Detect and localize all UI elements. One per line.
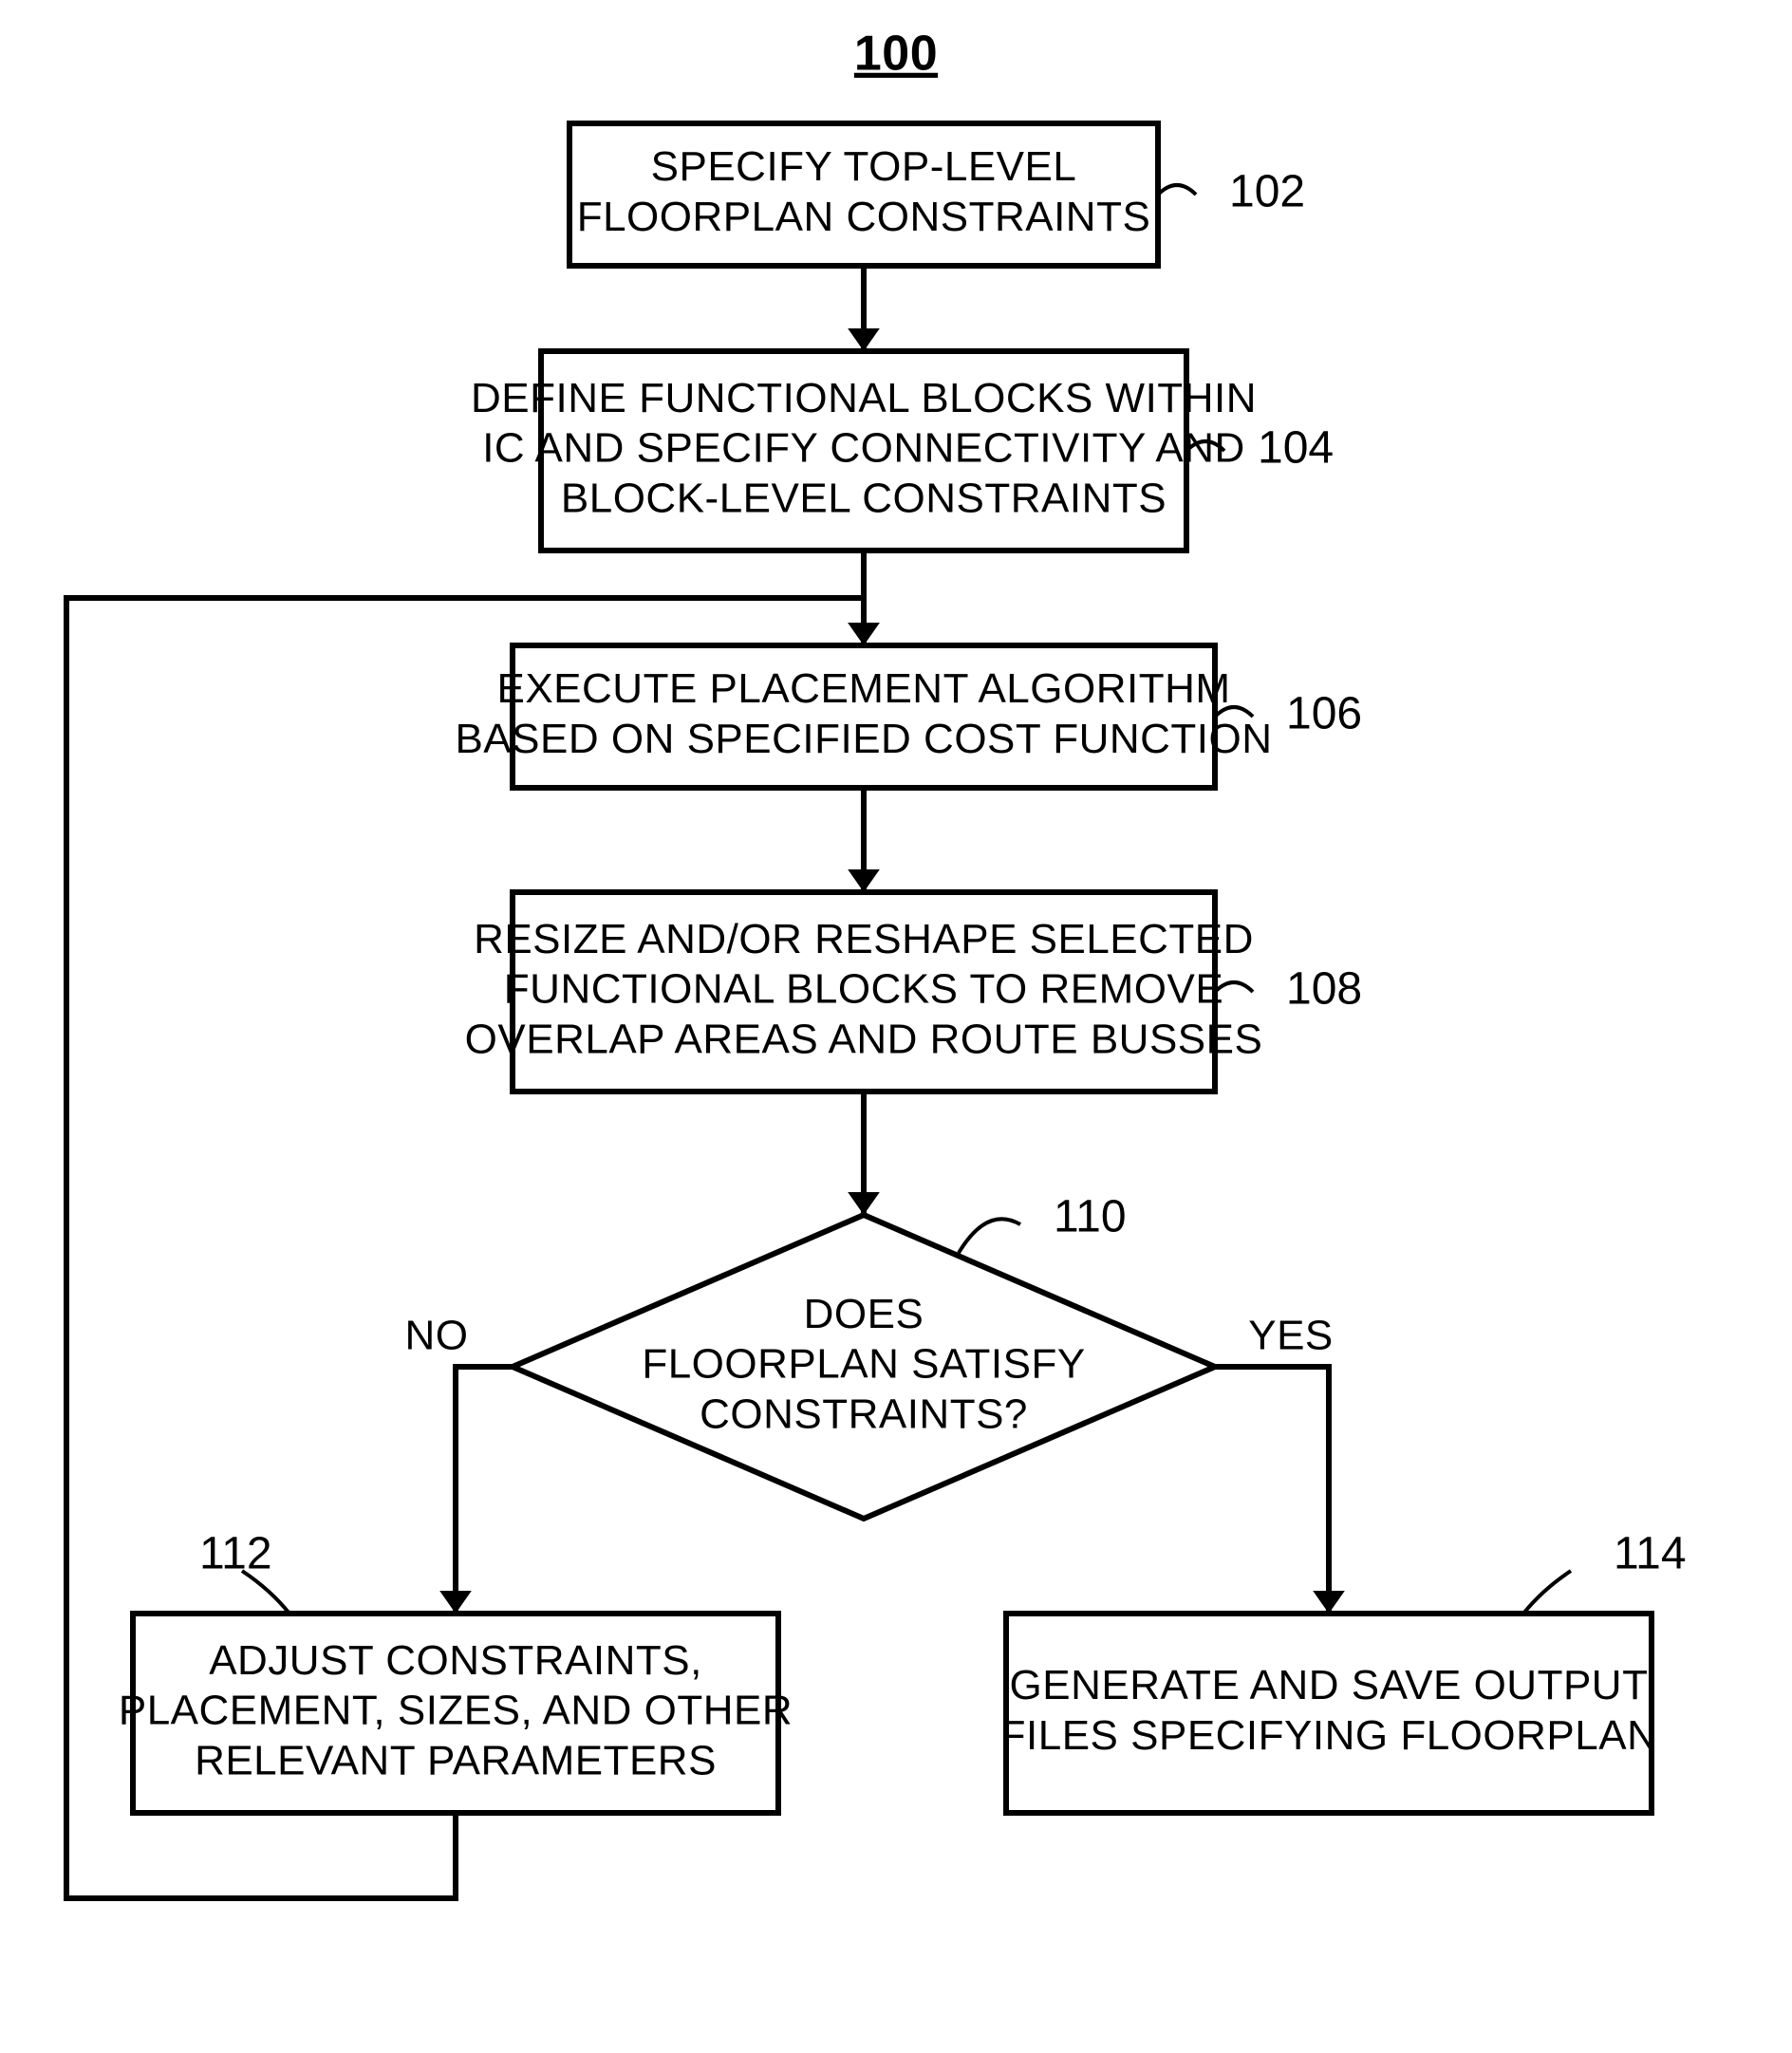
leader-n110 xyxy=(959,1219,1020,1253)
node-n108-text: RESIZE AND/OR RESHAPE SELECTED xyxy=(474,916,1254,962)
leader-n102 xyxy=(1158,185,1196,195)
node-n108-text: FUNCTIONAL BLOCKS TO REMOVE xyxy=(504,966,1223,1013)
node-n110-text: CONSTRAINTS? xyxy=(700,1390,1028,1437)
node-n110-text: FLOORPLAN SATISFY xyxy=(642,1341,1085,1388)
ref-106: 106 xyxy=(1286,689,1362,739)
edge-n110-n114 xyxy=(1215,1367,1329,1614)
node-n112-text: ADJUST CONSTRAINTS, xyxy=(209,1637,702,1684)
ref-108: 108 xyxy=(1286,964,1362,1015)
node-n106-text: BASED ON SPECIFIED COST FUNCTION xyxy=(455,716,1272,762)
ref-110: 110 xyxy=(1054,1192,1127,1242)
ref-102: 102 xyxy=(1229,167,1305,217)
ref-112: 112 xyxy=(199,1529,272,1579)
node-n114-text: GENERATE AND SAVE OUTPUT xyxy=(1010,1662,1649,1708)
node-n112-text: PLACEMENT, SIZES, AND OTHER xyxy=(119,1688,793,1734)
node-n102-text: SPECIFY TOP-LEVEL xyxy=(651,143,1077,190)
node-n114-text: FILES SPECIFYING FLOORPLAN xyxy=(1000,1712,1658,1759)
leader-n114 xyxy=(1523,1571,1571,1614)
node-n108-text: OVERLAP AREAS AND ROUTE BUSSES xyxy=(465,1016,1263,1062)
figure-number: 100 xyxy=(854,27,938,82)
node-n104-text: BLOCK-LEVEL CONSTRAINTS xyxy=(561,475,1167,521)
node-n104-text: DEFINE FUNCTIONAL BLOCKS WITHIN xyxy=(471,375,1257,421)
edge-label-no: NO xyxy=(405,1313,469,1359)
node-n110-text: DOES xyxy=(804,1291,924,1337)
ref-104: 104 xyxy=(1258,423,1334,474)
node-n104-text: IC AND SPECIFY CONNECTIVITY AND xyxy=(482,425,1245,472)
edge-n110-n112 xyxy=(456,1367,513,1614)
node-n112-text: RELEVANT PARAMETERS xyxy=(195,1737,717,1783)
node-n106-text: EXECUTE PLACEMENT ALGORITHM xyxy=(496,665,1230,712)
edge-label-yes: YES xyxy=(1248,1313,1334,1359)
node-n102-text: FLOORPLAN CONSTRAINTS xyxy=(577,194,1151,240)
ref-114: 114 xyxy=(1614,1529,1687,1579)
